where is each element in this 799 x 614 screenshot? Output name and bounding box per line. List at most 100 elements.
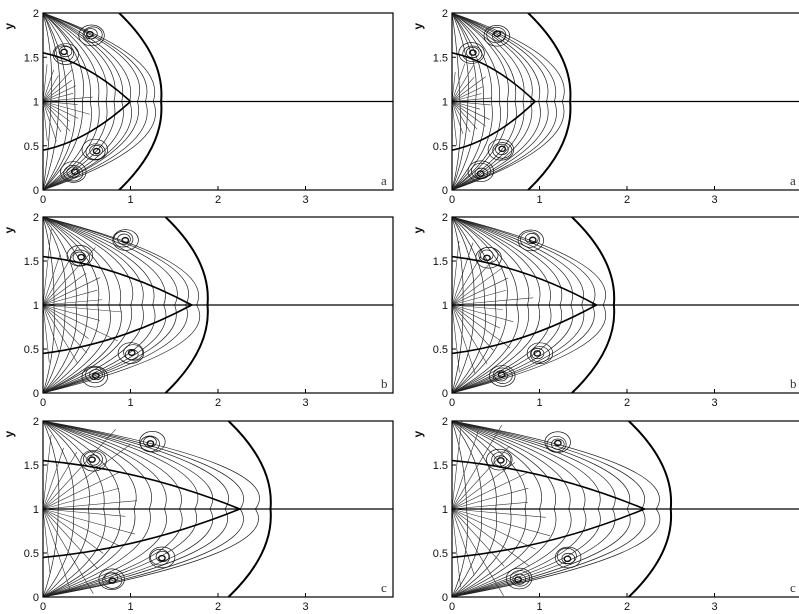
contour-line bbox=[452, 501, 528, 510]
vortex-contour bbox=[530, 346, 550, 363]
vortex-contour bbox=[479, 249, 494, 261]
contour-line bbox=[43, 247, 96, 306]
contour-line bbox=[43, 304, 78, 364]
contour-line bbox=[43, 64, 48, 102]
contour-line bbox=[452, 63, 466, 102]
x-tick-label: 3 bbox=[711, 194, 717, 206]
vortex-contour bbox=[66, 166, 81, 178]
y-tick-label: 0 bbox=[33, 592, 39, 604]
vortex-contour bbox=[525, 232, 539, 245]
y-tick-label: 1 bbox=[33, 504, 39, 516]
vortex-contour bbox=[80, 449, 107, 472]
contour-line bbox=[452, 508, 504, 596]
contour-line bbox=[43, 508, 99, 570]
contour-line bbox=[452, 508, 546, 518]
vortex-contour bbox=[86, 454, 100, 466]
vortex-contour bbox=[85, 143, 106, 160]
contour-line bbox=[452, 304, 503, 310]
y-tick-label: 2 bbox=[33, 416, 39, 428]
x-tick-label: 2 bbox=[215, 601, 221, 613]
vortex-contour bbox=[514, 576, 522, 583]
vortex-contour bbox=[498, 145, 507, 153]
contour-line bbox=[43, 500, 138, 510]
y-tick-label: 1 bbox=[33, 97, 39, 109]
contour-line bbox=[452, 240, 460, 306]
contour-line bbox=[43, 101, 62, 133]
contour-line bbox=[43, 96, 93, 102]
y-tick-label: 0 bbox=[442, 185, 448, 197]
vortex-contour bbox=[54, 45, 74, 62]
contour-line bbox=[43, 304, 89, 339]
y-axis-label: y bbox=[411, 227, 425, 234]
x-tick-label: 3 bbox=[711, 397, 717, 409]
contour-line bbox=[43, 228, 52, 306]
contour-line bbox=[452, 101, 490, 120]
vortex-contour bbox=[155, 550, 170, 563]
contour-line bbox=[452, 508, 461, 588]
x-tick-label: 2 bbox=[624, 397, 630, 409]
vortex-contour bbox=[117, 233, 131, 245]
contour-panel-0-0: 0 0.5 1 1.5 2 y 0 1 2 3 a bbox=[2, 8, 394, 206]
contour-line bbox=[452, 304, 494, 351]
vortex-contour bbox=[77, 253, 86, 261]
contour-line bbox=[452, 64, 475, 102]
contour-line bbox=[43, 272, 87, 306]
x-tick-label: 3 bbox=[302, 194, 308, 206]
vortex-contour bbox=[89, 144, 103, 156]
y-tick-label: 0 bbox=[442, 388, 448, 400]
y-tick-label: 2 bbox=[442, 416, 448, 428]
vortex-contour bbox=[487, 138, 515, 161]
x-tick-label: 1 bbox=[536, 397, 542, 409]
x-tick-label: 1 bbox=[536, 194, 542, 206]
contour-line bbox=[43, 75, 59, 102]
contour-line bbox=[452, 508, 530, 567]
contour-line bbox=[43, 471, 121, 510]
y-tick-label: 0.5 bbox=[433, 548, 448, 560]
contour-panel-2-1: 0 0.5 1 1.5 2 y 0 1 2 3 c bbox=[411, 416, 799, 613]
x-tick-label: 1 bbox=[536, 601, 542, 613]
x-tick-label: 2 bbox=[624, 194, 630, 206]
contour-line bbox=[452, 101, 478, 130]
x-tick-label: 0 bbox=[40, 397, 46, 409]
vortex-contour bbox=[91, 372, 100, 379]
contour-line bbox=[43, 93, 74, 102]
vortex-contour bbox=[496, 457, 505, 464]
contour-line bbox=[452, 242, 474, 306]
panel-label: a bbox=[790, 173, 796, 188]
contour-line bbox=[43, 487, 120, 510]
contour-line bbox=[43, 508, 135, 535]
y-tick-label: 1.5 bbox=[433, 256, 448, 268]
y-axis-label: y bbox=[411, 431, 425, 438]
contour-line bbox=[452, 255, 482, 306]
x-tick-label: 0 bbox=[40, 601, 46, 613]
contour-line bbox=[43, 101, 79, 119]
panel-label: c bbox=[381, 580, 387, 595]
vortex-contour bbox=[58, 46, 73, 58]
vortex-contour bbox=[492, 367, 513, 384]
contour-panel-1-0: 0 0.5 1 1.5 2 y 0 1 2 3 b bbox=[2, 212, 394, 409]
vortex-contour bbox=[554, 546, 582, 569]
vortex-contour bbox=[85, 366, 106, 384]
vortex-contour bbox=[486, 26, 507, 44]
contour-line bbox=[452, 76, 486, 102]
vortex-contour bbox=[127, 349, 136, 357]
vortex-contour bbox=[489, 365, 516, 387]
contour-line bbox=[43, 80, 72, 102]
contour-line bbox=[43, 101, 70, 122]
contour-line bbox=[43, 289, 98, 306]
vortex-contour bbox=[148, 546, 176, 569]
contour-panel-0-1: 0 0.5 1 1.5 2 y 0 1 2 3 a bbox=[411, 8, 799, 206]
contour-line bbox=[43, 508, 119, 546]
vortex-contour bbox=[458, 42, 485, 64]
x-tick-label: 3 bbox=[711, 601, 717, 613]
vortex-contour bbox=[520, 231, 540, 248]
vortex-contour bbox=[63, 165, 84, 182]
vortex-contour bbox=[462, 45, 483, 62]
vortex-contour bbox=[98, 568, 125, 591]
x-tick-label: 0 bbox=[449, 397, 455, 409]
y-tick-label: 1.5 bbox=[24, 256, 39, 268]
contour-line bbox=[452, 277, 509, 306]
x-tick-label: 1 bbox=[127, 194, 133, 206]
contour-line bbox=[452, 101, 486, 127]
contour-line bbox=[43, 429, 116, 510]
